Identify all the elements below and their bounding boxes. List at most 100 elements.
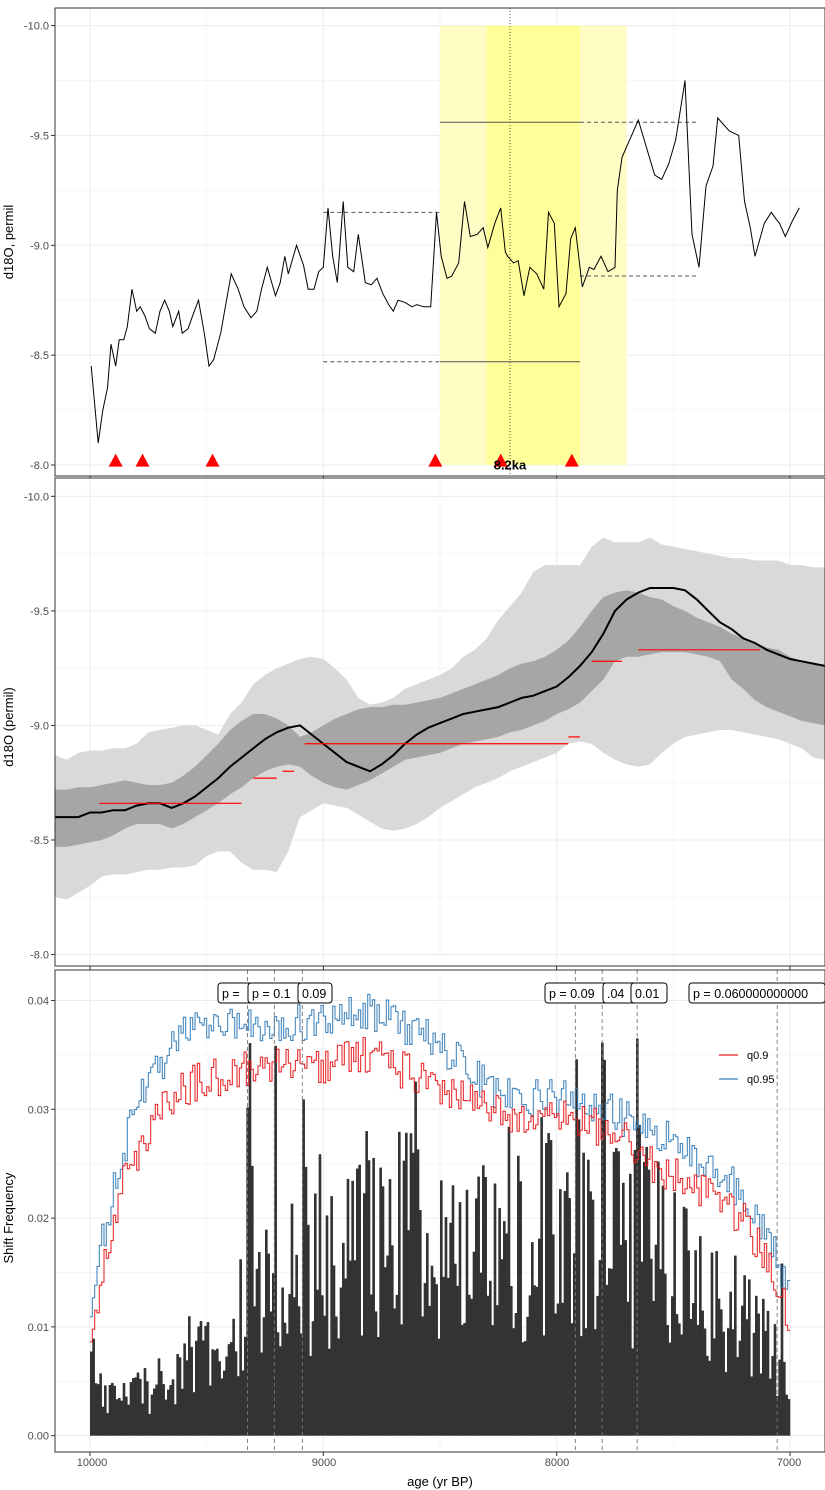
p-value-text: p = 0.1 <box>252 987 291 1001</box>
histogram-bar <box>519 1181 522 1436</box>
histogram-bar <box>153 1388 156 1436</box>
histogram-bar <box>486 1295 490 1436</box>
histogram-bar <box>498 1208 501 1436</box>
histogram-bar <box>419 1210 422 1436</box>
histogram-bar <box>624 1240 627 1436</box>
histogram-bar <box>743 1275 746 1436</box>
histogram-bar <box>673 1192 676 1436</box>
histogram-bar <box>521 1342 525 1436</box>
event-marker <box>564 453 579 467</box>
histogram-bar <box>626 1301 630 1436</box>
x-axis-label: age (yr BP) <box>407 1474 473 1489</box>
histogram-bar <box>675 1314 679 1436</box>
histogram-bar <box>160 1371 163 1436</box>
histogram-bar <box>146 1381 149 1436</box>
histogram-bar <box>134 1377 137 1436</box>
histogram-bar <box>596 1295 599 1436</box>
histogram-bar <box>561 1302 564 1436</box>
histogram-bar <box>253 1306 256 1436</box>
histogram-bar <box>244 1336 247 1436</box>
histogram-bar <box>785 1394 788 1436</box>
event-marker <box>428 453 443 467</box>
histogram-bar <box>762 1298 765 1436</box>
histogram-bar <box>302 1099 305 1436</box>
histogram-bar <box>575 1059 578 1436</box>
histogram-bar <box>640 1261 644 1436</box>
shade-inner-window <box>486 25 580 466</box>
p-value-box <box>297 982 333 1004</box>
histogram-bar <box>388 1179 392 1436</box>
histogram-bar <box>167 1389 170 1436</box>
histogram-bar <box>580 1336 583 1436</box>
y-tick-label: -9.0 <box>30 240 49 252</box>
histogram-bar <box>496 1305 499 1436</box>
histogram-bar <box>435 1284 438 1436</box>
histogram-bar <box>503 1221 506 1436</box>
histogram-bar <box>164 1399 168 1436</box>
y-tick-label: 0.00 <box>28 1431 49 1443</box>
histogram-bar <box>622 1182 625 1436</box>
histogram-bar <box>552 1234 555 1436</box>
histogram-bar <box>582 1152 585 1436</box>
histogram-bar <box>234 1351 238 1436</box>
histogram-bar <box>225 1356 228 1436</box>
histogram-bar <box>113 1385 116 1436</box>
top-y-axis-label: d18O, permil <box>1 205 16 280</box>
histogram-bar <box>589 1191 592 1436</box>
histogram-bar <box>764 1330 767 1436</box>
histogram-bar <box>701 1310 704 1436</box>
histogram-bar <box>568 1198 571 1436</box>
panel-border <box>54 477 825 967</box>
histogram-bar <box>449 1222 452 1436</box>
histogram-bar <box>694 1250 697 1436</box>
event-marker <box>205 453 220 467</box>
histogram-bar <box>482 1165 485 1436</box>
histogram-bar <box>339 1287 343 1436</box>
histogram-bar <box>174 1404 177 1436</box>
histogram-bar <box>391 1245 394 1436</box>
histogram-bar <box>538 1238 541 1436</box>
histogram-bar <box>197 1326 200 1436</box>
histogram-bar <box>598 1259 602 1436</box>
histogram-bar <box>400 1324 403 1436</box>
histogram-bar <box>395 1294 399 1436</box>
histogram-bar <box>757 1313 760 1436</box>
histogram-bar <box>458 1202 462 1436</box>
p-value-label: p = 0.09 <box>544 982 608 1004</box>
histogram-bar <box>612 1151 616 1436</box>
histogram-bar <box>304 1166 308 1436</box>
histogram-bar <box>755 1295 758 1436</box>
histogram-bar <box>727 1328 730 1436</box>
histogram-bar <box>272 1273 275 1436</box>
histogram-bar <box>657 1161 660 1436</box>
histogram-bar <box>766 1310 770 1436</box>
histogram-bar <box>454 1263 457 1436</box>
histogram-bar <box>638 1124 641 1436</box>
histogram-bar <box>666 1325 669 1436</box>
histogram-bar <box>484 1177 487 1436</box>
histogram-bar <box>610 1268 613 1436</box>
histogram-bar <box>416 1149 420 1436</box>
histogram-bar <box>239 1259 242 1436</box>
histogram-bar <box>442 1276 445 1436</box>
histogram-bar <box>776 1395 779 1436</box>
histogram-bar <box>274 1045 277 1436</box>
histogram-bar <box>213 1350 217 1436</box>
y-tick-label: 0.01 <box>28 1322 49 1334</box>
histogram-bar <box>505 1233 508 1436</box>
histogram-bar <box>269 1311 273 1436</box>
q95-threshold-line <box>90 993 790 1318</box>
histogram-bar <box>323 1315 326 1436</box>
histogram-bar <box>512 1328 515 1436</box>
histogram-bar <box>386 1255 389 1436</box>
histogram-bar <box>286 1333 289 1436</box>
p-value-text: p = <box>222 987 240 1001</box>
histogram-bar <box>647 1169 651 1436</box>
histogram-bar <box>106 1413 109 1436</box>
histogram-bar <box>99 1373 102 1436</box>
histogram-bar <box>321 1295 324 1436</box>
histogram-bar <box>524 1341 527 1436</box>
histogram-bar <box>318 1154 322 1436</box>
histogram-bar <box>587 1159 590 1436</box>
histogram-bar <box>206 1322 210 1436</box>
